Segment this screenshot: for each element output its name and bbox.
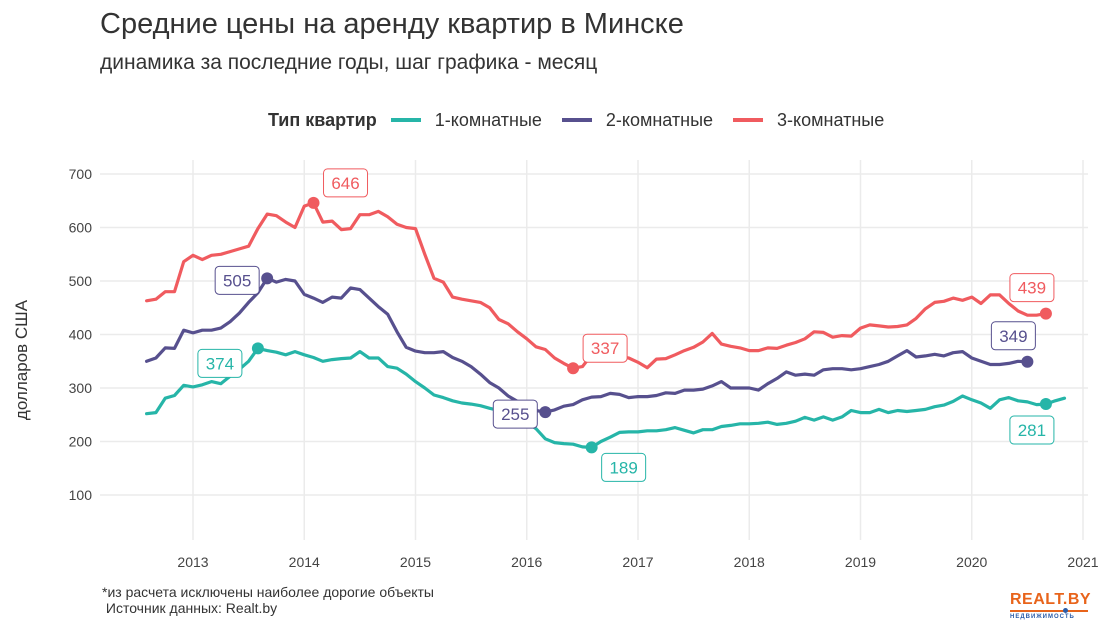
footnote-source: Источник данных: Realt.by xyxy=(102,600,278,616)
legend-label-1room: 1-комнатные xyxy=(434,109,542,130)
highlight-point xyxy=(261,272,274,285)
highlight-point xyxy=(1021,355,1034,368)
y-tick-label: 700 xyxy=(69,166,93,182)
x-tick-label: 2013 xyxy=(177,554,208,570)
logo-subtext: НЕДВИЖИМОСТЬ xyxy=(1010,614,1075,620)
data-label-box xyxy=(601,452,647,482)
data-label: 439 xyxy=(1018,279,1046,298)
series-line-1 xyxy=(145,346,1067,449)
highlight-point xyxy=(307,196,320,209)
legend-label-2room: 2-комнатные xyxy=(605,109,714,130)
y-tick-label: 500 xyxy=(69,273,93,289)
data-label-box xyxy=(197,348,243,378)
x-tick-label: 2015 xyxy=(400,554,431,570)
data-label: 281 xyxy=(1018,421,1046,440)
y-tick-label: 600 xyxy=(69,220,93,236)
data-label-box xyxy=(990,321,1036,351)
realt-logo: REALT.BY НЕДВИЖИМОСТЬ xyxy=(1010,591,1092,622)
chart-title: Средние цены на аренду квартир в Минске xyxy=(100,8,684,40)
legend-key-3room xyxy=(733,118,764,122)
x-tick-label: 2019 xyxy=(845,554,876,570)
legend-key-1room xyxy=(390,118,421,122)
highlight-marks: 374 189 281 505 255 349 646 337 439 xyxy=(197,168,1055,482)
y-tick-label: 200 xyxy=(69,434,93,450)
highlight-point xyxy=(1039,398,1052,411)
highlight-point xyxy=(567,362,580,375)
highlight-point xyxy=(585,441,598,454)
logo-dot xyxy=(1063,608,1068,613)
footnote: *из расчета исключены наиболее дорогие о… xyxy=(102,584,434,616)
chart-subtitle: динамика за последние годы, шаг графика … xyxy=(100,51,598,74)
series-line-2 xyxy=(145,276,1030,414)
legend: Тип квартир 1-комнатные 2-комнатные 3-ко… xyxy=(268,107,904,133)
highlight-point xyxy=(539,406,552,419)
legend-item-3room: 3-комнатные xyxy=(733,110,884,131)
x-tick-label: 2021 xyxy=(1067,554,1098,570)
y-tick-label: 300 xyxy=(69,380,93,396)
data-label: 505 xyxy=(223,271,251,290)
y-ticks: 100 200 300 400 500 600 700 xyxy=(69,166,93,503)
legend-title: Тип квартир xyxy=(268,109,377,130)
data-label-box xyxy=(1009,415,1055,445)
data-label: 189 xyxy=(609,458,637,477)
series-lines xyxy=(145,201,1067,449)
data-label: 255 xyxy=(501,405,529,424)
data-label: 646 xyxy=(331,174,359,193)
x-ticks: 2013 2014 2015 2016 2017 2018 2019 2020 2021 xyxy=(177,554,1098,570)
highlight-point xyxy=(251,342,264,355)
data-label-box xyxy=(214,265,260,295)
data-label: 349 xyxy=(999,327,1027,346)
highlight-point xyxy=(1039,307,1052,320)
data-label: 337 xyxy=(591,339,619,358)
x-tick-label: 2016 xyxy=(511,554,542,570)
logo-underline xyxy=(1010,608,1088,613)
data-label-box xyxy=(492,399,538,429)
data-label-box xyxy=(323,168,369,198)
data-label-box xyxy=(1009,273,1055,303)
data-label-box xyxy=(582,333,628,363)
legend-item-1room: 1-комнатные xyxy=(390,109,542,131)
legend-key-2room xyxy=(561,118,592,122)
x-tick-label: 2017 xyxy=(622,554,653,570)
data-label: 374 xyxy=(206,354,234,373)
x-tick-label: 2018 xyxy=(734,554,765,570)
y-tick-label: 400 xyxy=(69,327,93,343)
x-tick-label: 2014 xyxy=(289,554,320,570)
logo-text: REALT.BY xyxy=(1010,591,1092,608)
y-tick-label: 100 xyxy=(69,487,93,503)
x-tick-label: 2020 xyxy=(956,554,987,570)
legend-label-3room: 3-комнатные xyxy=(777,109,885,130)
footnote-exclusion: *из расчета исключены наиболее дорогие о… xyxy=(102,584,434,600)
legend-item-2room: 2-комнатные xyxy=(561,109,714,131)
